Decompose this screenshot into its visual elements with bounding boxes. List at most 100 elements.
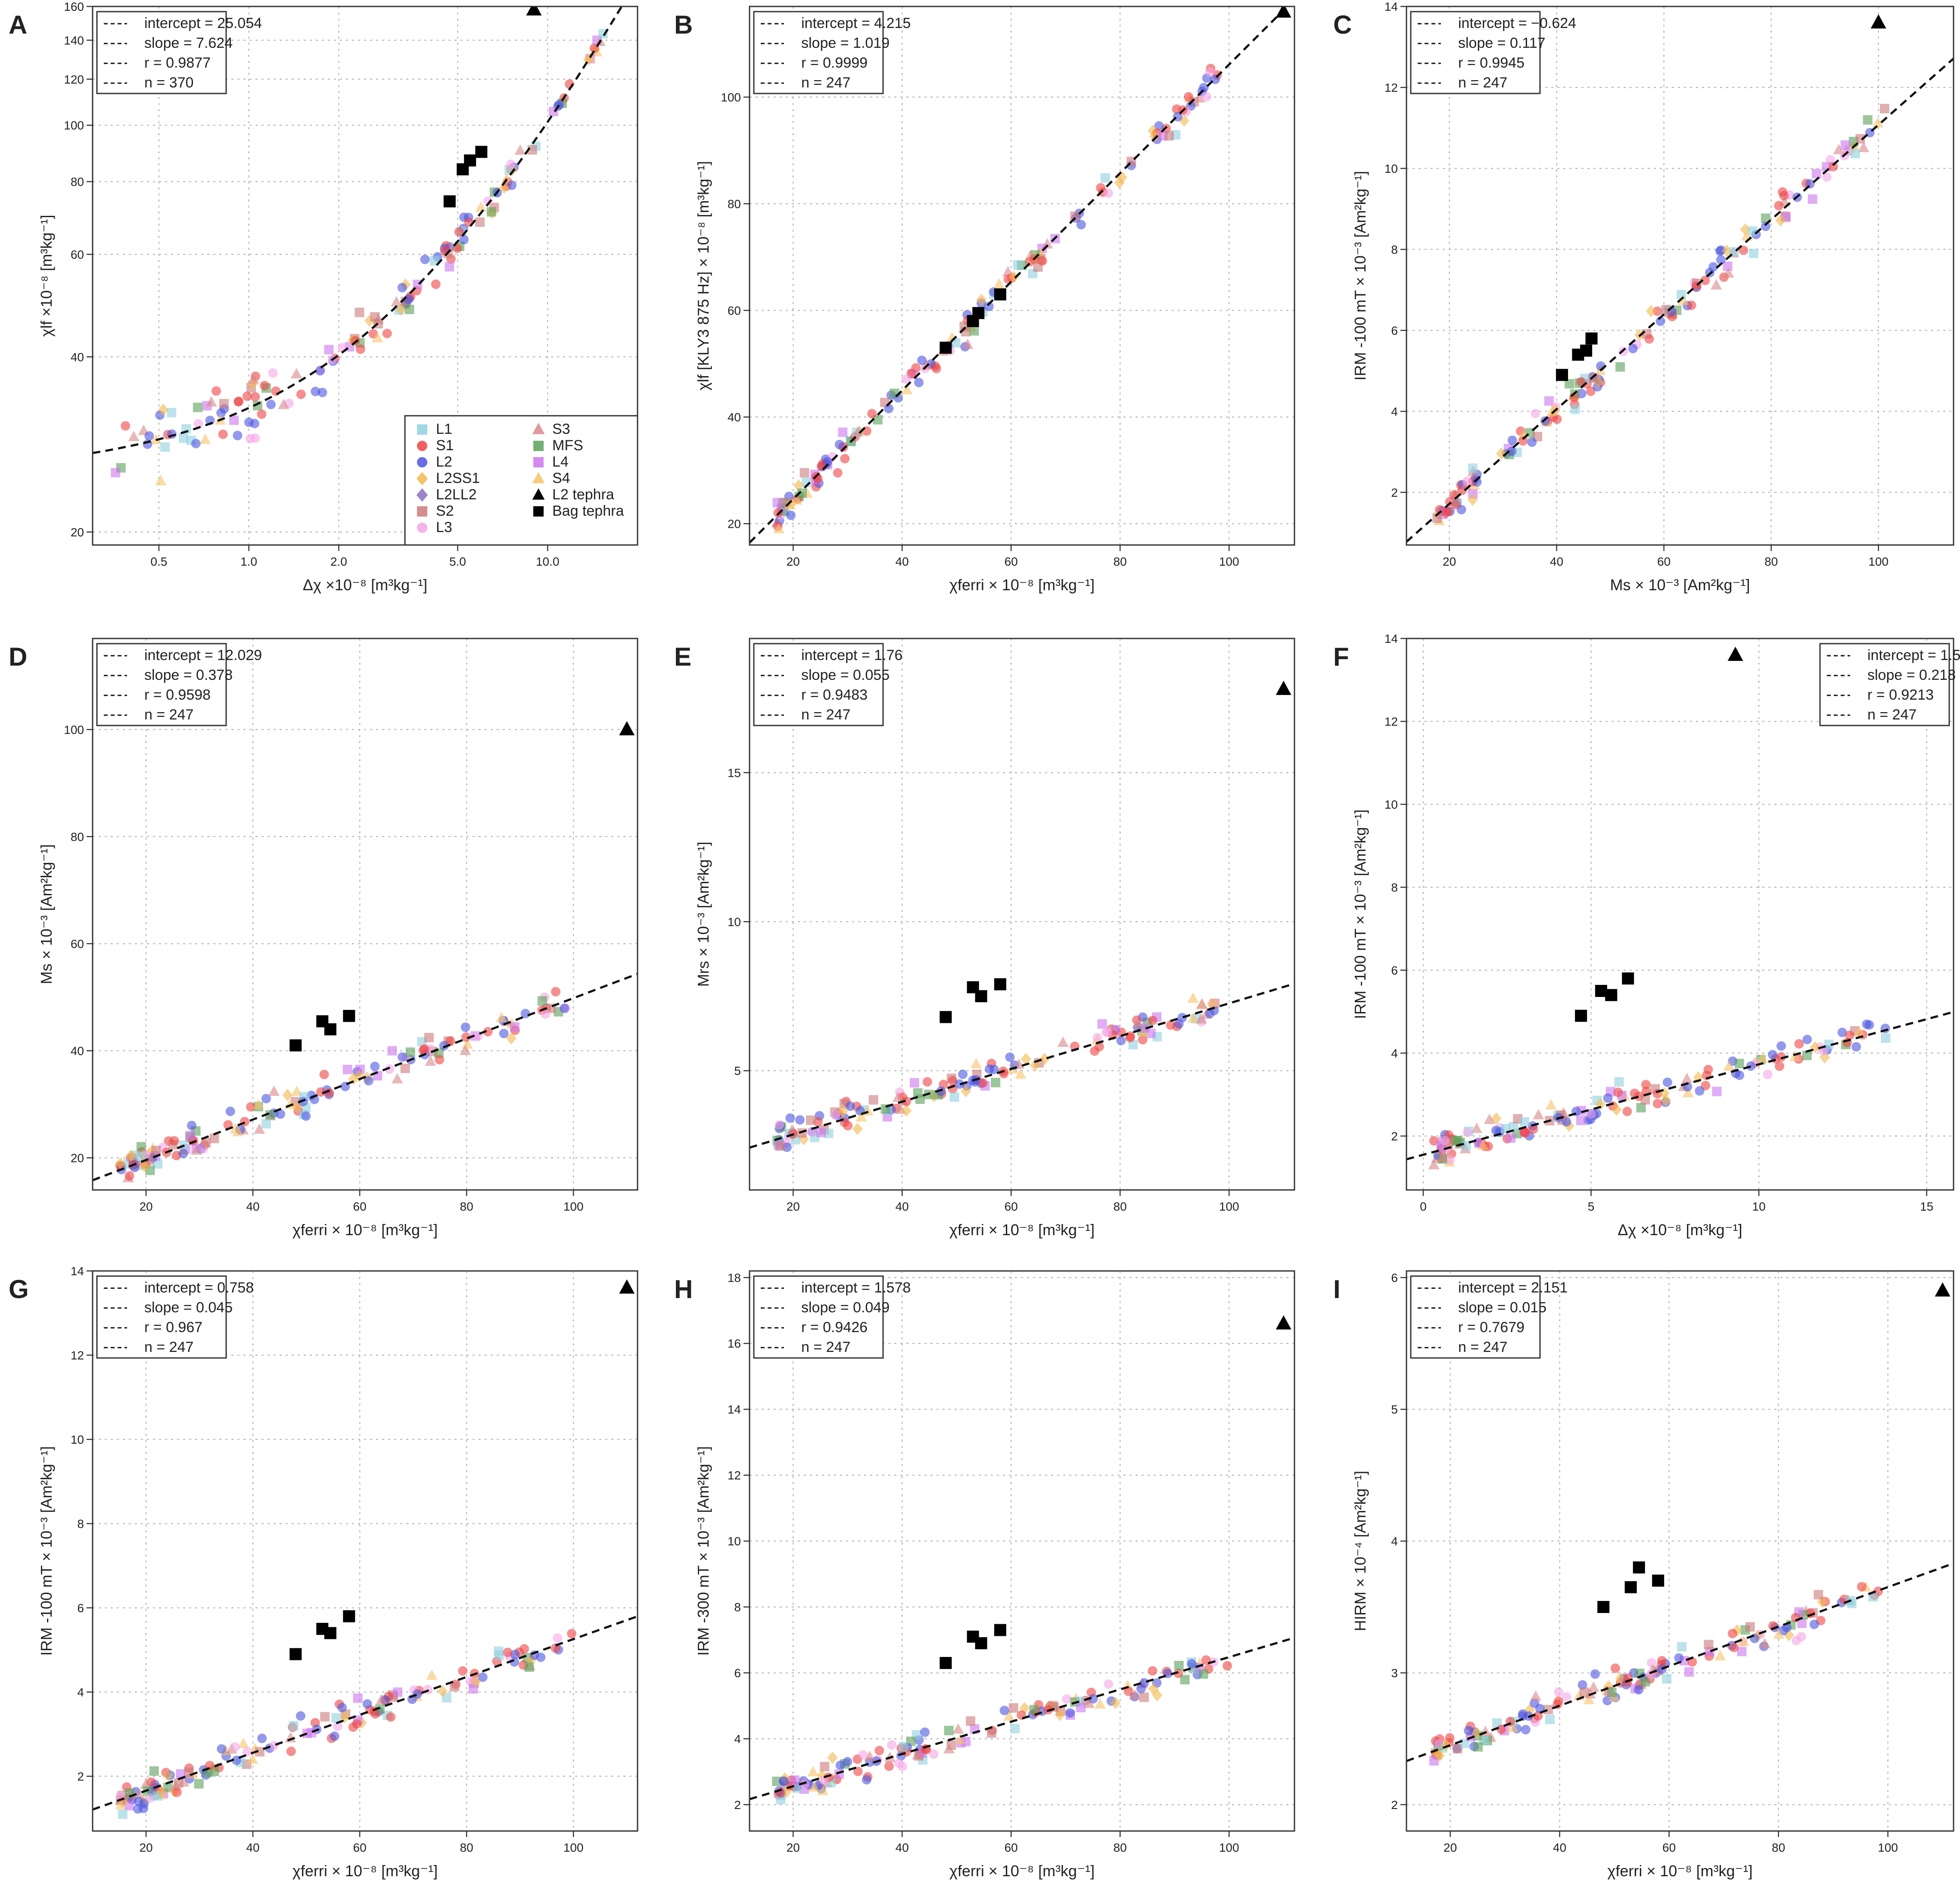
legend-marker <box>417 506 427 517</box>
sample-point <box>1757 1053 1768 1063</box>
sample-point <box>460 1022 470 1032</box>
bag-tephra-point <box>1580 344 1593 357</box>
sample-point <box>1615 362 1625 372</box>
sample-point <box>520 1644 529 1654</box>
sample-point <box>1496 1724 1506 1734</box>
sample-point <box>551 1643 560 1653</box>
sample-point <box>1746 1061 1756 1071</box>
legend-label: S2 <box>436 503 454 519</box>
legend <box>404 415 638 546</box>
sample-point <box>400 1063 410 1073</box>
stats-text: n = 247 <box>1458 1339 1507 1355</box>
sample-point <box>424 1033 434 1043</box>
y-axis-label: IRM -100 mT × 10⁻³ [Am²kg⁻¹] <box>37 1446 55 1656</box>
y-tick-label: 2 <box>1391 486 1398 499</box>
y-tick-label: 14 <box>71 1264 84 1278</box>
sample-point <box>257 1734 267 1744</box>
sample-point <box>1695 1086 1705 1096</box>
panel-letter: I <box>1333 1275 1341 1304</box>
sample-point <box>1164 131 1174 141</box>
sample-point <box>1148 1682 1159 1695</box>
sample-point <box>808 1781 820 1792</box>
sample-point <box>1174 1660 1184 1670</box>
sample-point <box>248 373 259 384</box>
sample-point <box>250 392 260 402</box>
sample-point <box>1853 1025 1865 1037</box>
sample-point <box>1136 1684 1146 1694</box>
regression-line <box>93 973 638 1181</box>
sample-point <box>816 1127 826 1137</box>
sample-point <box>1857 1582 1867 1591</box>
sample-point <box>243 1747 252 1756</box>
sample-point <box>993 278 1005 289</box>
x-tick-label: 20 <box>139 1200 152 1213</box>
sample-point <box>1681 1073 1693 1084</box>
sample-point <box>342 1065 352 1074</box>
y-axis-label: χlf [KLY3 875 Hz] × 10⁻⁸ [m³kg⁻¹] <box>694 161 712 391</box>
panel-H: 20 40 60 80 100 2 4 6 8 10 12 14 16 18 χferri × 10⁻⁸ [… <box>674 1270 1295 1880</box>
sample-point <box>1872 117 1884 128</box>
sample-point <box>417 1037 427 1047</box>
stats-text: slope = 0.015 <box>1458 1299 1546 1316</box>
sample-point <box>199 433 211 444</box>
sample-point <box>1662 1077 1672 1087</box>
sample-point <box>792 1783 802 1793</box>
sample-point <box>852 426 864 436</box>
sample-point <box>955 1079 964 1089</box>
sample-point <box>1533 1109 1544 1120</box>
sample-point <box>834 439 844 449</box>
regression-line <box>1406 1011 1954 1161</box>
sample-point <box>1657 1656 1667 1666</box>
sample-point <box>775 1141 785 1151</box>
x-tick-label: 40 <box>246 1200 259 1213</box>
x-tick-label: 100 <box>1868 555 1888 568</box>
sample-point <box>1716 255 1726 265</box>
sample-point <box>404 305 414 315</box>
sample-point <box>1881 1033 1891 1043</box>
sample-point <box>1603 1093 1613 1103</box>
sample-point <box>187 1121 196 1130</box>
l2-tephra-point <box>619 1279 635 1294</box>
data-layer <box>1406 1282 1954 1766</box>
regression-line <box>1406 58 1954 543</box>
x-tick-label: 10 <box>1752 1200 1766 1213</box>
sample-point <box>1518 1709 1528 1719</box>
bag-tephra-point <box>1652 1574 1664 1587</box>
sample-point <box>393 1687 403 1697</box>
sample-point <box>1763 1069 1773 1079</box>
sample-point <box>1445 1155 1455 1165</box>
sample-point <box>348 1073 359 1085</box>
sample-point <box>524 1662 534 1672</box>
sample-point <box>1590 1669 1600 1679</box>
data-layer <box>93 721 638 1183</box>
regression-line <box>93 6 623 454</box>
sample-point <box>1775 214 1786 227</box>
stats-box <box>96 643 227 726</box>
sample-point <box>405 1047 415 1057</box>
sample-point <box>115 1157 126 1170</box>
sample-point <box>320 1712 330 1722</box>
sample-point <box>790 1775 800 1785</box>
sample-point <box>296 389 306 399</box>
x-axis-label: χferri × 10⁻⁸ [m³kg⁻¹] <box>949 1862 1095 1880</box>
sample-point <box>1428 1159 1440 1170</box>
sample-point <box>1644 334 1654 344</box>
sample-point <box>233 397 243 407</box>
sample-point <box>873 415 883 425</box>
sample-point <box>1662 1674 1672 1684</box>
y-axis-label: χlf ×10⁻⁸ [m³kg⁻¹] <box>37 215 55 336</box>
sample-point <box>1467 493 1478 506</box>
sample-point <box>1634 1685 1644 1695</box>
sample-point <box>1544 396 1554 406</box>
sample-point <box>1810 1041 1820 1054</box>
sample-point <box>785 1113 795 1123</box>
sample-point <box>816 1769 828 1782</box>
y-tick-label: 80 <box>71 830 84 844</box>
sample-point <box>149 1766 159 1776</box>
sample-point <box>1008 271 1019 283</box>
sample-point <box>499 1028 509 1038</box>
sample-point <box>420 255 430 265</box>
stats-text: n = 247 <box>801 707 850 723</box>
sample-point <box>1507 1721 1518 1732</box>
sample-point <box>209 1134 219 1143</box>
